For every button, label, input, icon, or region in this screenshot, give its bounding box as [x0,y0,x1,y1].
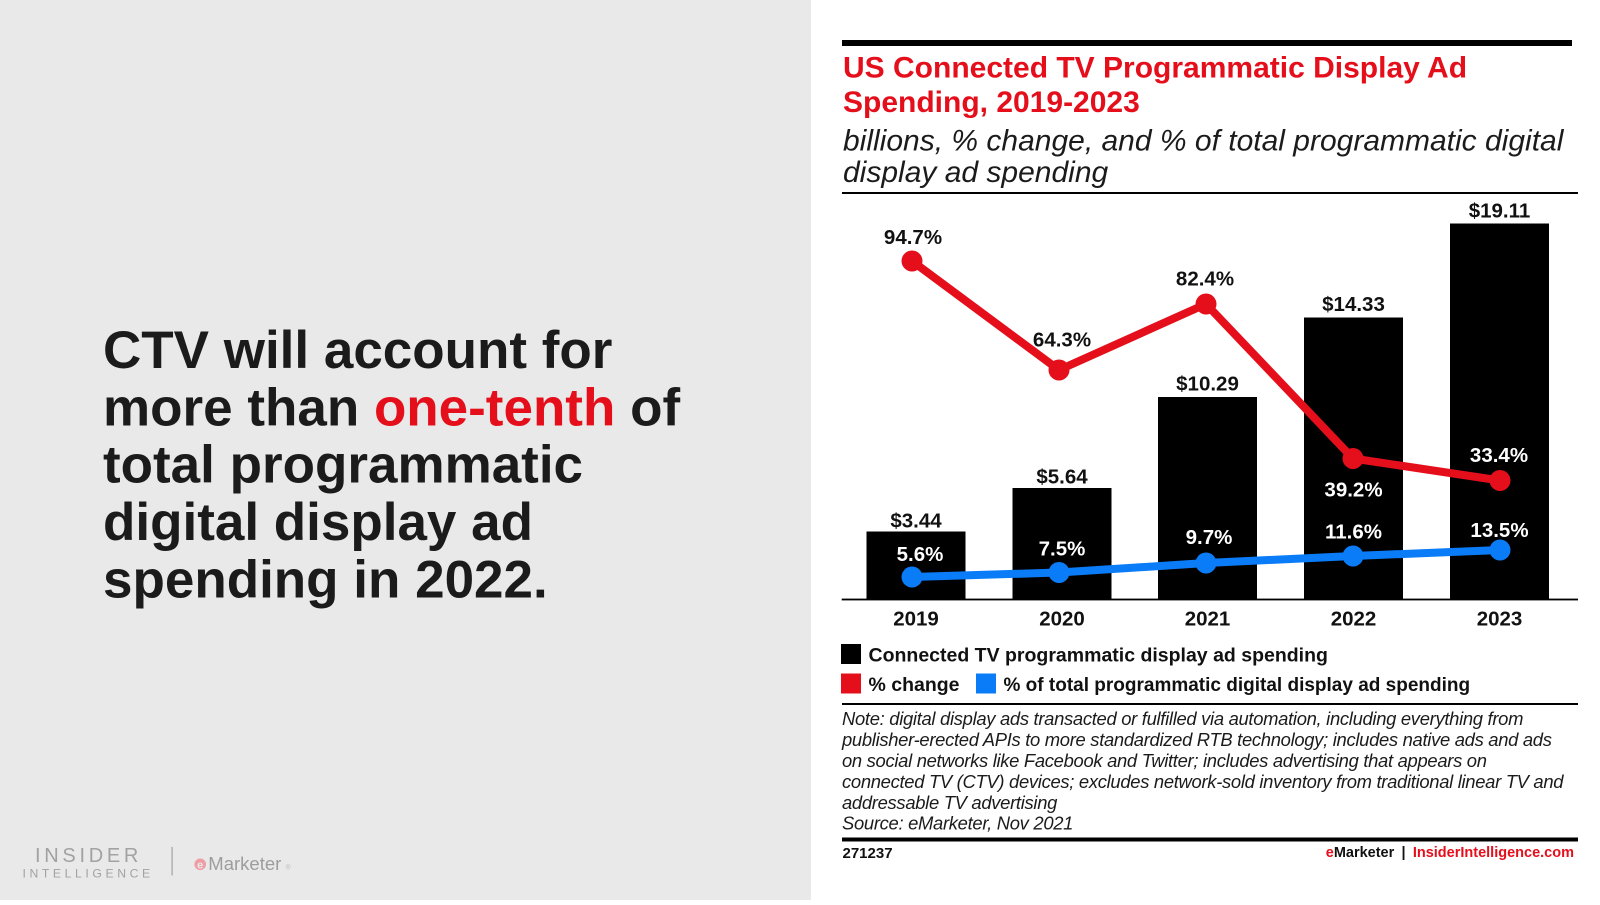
svg-text:$3.44: $3.44 [890,510,942,533]
svg-text:digital display ad: digital display ad [103,493,533,552]
svg-text:display ad spending: display ad spending [843,156,1109,189]
svg-text:33.4%: 33.4% [1470,444,1528,467]
svg-text:US Connected TV Programmatic D: US Connected TV Programmatic Display Ad [843,52,1467,85]
svg-text:connected TV (CTV) devices; ex: connected TV (CTV) devices; excludes net… [842,771,1564,792]
svg-text:publisher-erected APIs to more: publisher-erected APIs to more standardi… [841,729,1552,750]
svg-text:7.5%: 7.5% [1039,538,1086,561]
svg-text:% change: % change [869,674,960,696]
svg-text:Source: eMarketer, Nov 2021: Source: eMarketer, Nov 2021 [842,813,1073,834]
svg-text:2021: 2021 [1185,608,1231,631]
svg-text:total programmatic: total programmatic [103,436,583,495]
svg-text:eMarketer | InsiderIntelligenc: eMarketer | InsiderIntelligence.com [1326,845,1574,861]
svg-text:billions, % change, and % of t: billions, % change, and % of total progr… [843,125,1565,158]
svg-text:271237: 271237 [843,845,893,862]
svg-text:on social networks like Facebo: on social networks like Facebook and Twi… [842,750,1487,771]
svg-text:11.6%: 11.6% [1325,521,1382,544]
svg-text:2023: 2023 [1477,608,1523,631]
svg-text:Marketer: Marketer [208,853,281,874]
svg-text:$14.33: $14.33 [1322,293,1385,316]
svg-text:Connected TV programmatic disp: Connected TV programmatic display ad spe… [869,645,1328,667]
svg-text:CTV will account for: CTV will account for [103,321,612,380]
svg-text:INSIDER: INSIDER [35,845,142,867]
svg-text:Spending, 2019-2023: Spending, 2019-2023 [843,86,1140,119]
svg-text:13.5%: 13.5% [1470,519,1528,542]
svg-text:$5.64: $5.64 [1036,466,1088,489]
svg-text:INTELLIGENCE: INTELLIGENCE [23,867,154,881]
svg-text:Note: digital display ads tran: Note: digital display ads transacted or … [842,708,1523,729]
svg-text:5.6%: 5.6% [897,543,944,566]
svg-text:$19.11: $19.11 [1469,200,1531,223]
svg-text:spending in 2022.: spending in 2022. [103,551,548,610]
svg-text:2020: 2020 [1039,608,1085,631]
svg-text:39.2%: 39.2% [1324,479,1382,502]
svg-text:®: ® [286,864,292,872]
svg-text:e: e [197,859,203,871]
svg-text:64.3%: 64.3% [1033,329,1091,352]
svg-text:9.7%: 9.7% [1186,526,1233,549]
svg-text:94.7%: 94.7% [884,226,942,249]
svg-text:2022: 2022 [1331,608,1377,631]
svg-text:addressable TV advertising: addressable TV advertising [842,792,1058,813]
svg-text:% of total programmatic digita: % of total programmatic digital display … [1004,675,1471,696]
svg-text:$10.29: $10.29 [1176,373,1239,396]
svg-text:82.4%: 82.4% [1176,268,1234,291]
svg-text:2019: 2019 [893,608,939,631]
svg-text:more than one-tenth of: more than one-tenth of [103,378,680,437]
